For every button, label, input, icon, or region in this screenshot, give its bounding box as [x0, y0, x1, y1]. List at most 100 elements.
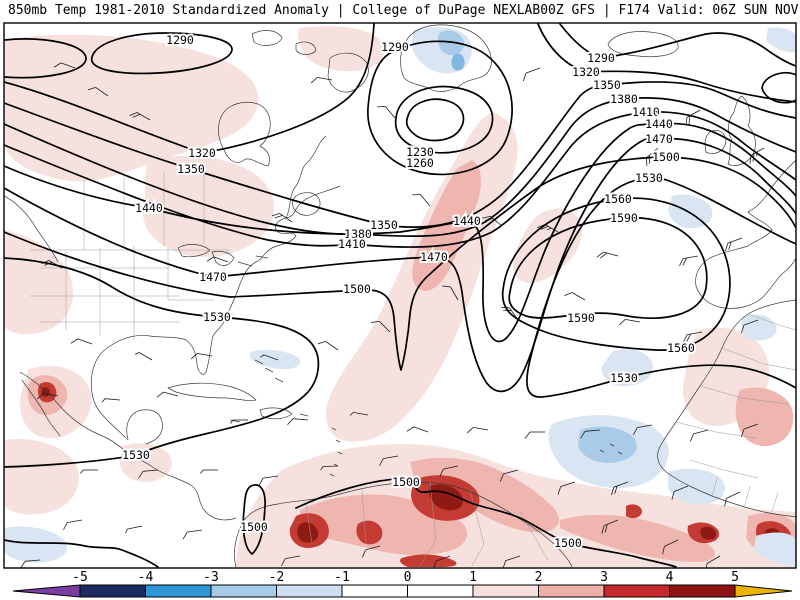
contour-label: 1500 — [554, 536, 582, 550]
colorbar-segment — [407, 584, 474, 598]
height-contour-1320 — [537, 23, 796, 103]
height-contour-1350 — [4, 81, 796, 228]
contour-label: 1410 — [632, 105, 660, 119]
colorbar-segment — [538, 584, 605, 598]
height-contour-1470 — [4, 137, 796, 393]
wind-barb-icon — [260, 354, 279, 361]
contour-labels: 1290132013501440147013501380141015001440… — [120, 31, 697, 552]
product-title: 850mb Temp 1981-2010 Standardized Anomal… — [8, 3, 541, 18]
wind-barb-icon — [87, 87, 109, 97]
title-bar: 850mb Temp 1981-2010 Standardized Anomal… — [0, 0, 800, 22]
colorbar-left-arrow — [12, 584, 81, 598]
wind-barb-icon — [618, 319, 641, 326]
height-contour-1380 — [4, 97, 796, 238]
contour-label: 1290 — [166, 33, 194, 47]
colorbar-tick: 4 — [666, 570, 674, 585]
wind-barb-icon — [134, 352, 153, 361]
height-contour-1320 — [4, 38, 87, 79]
colorbar-tick: 5 — [731, 570, 739, 585]
contour-label: 1290 — [381, 40, 409, 54]
wind-barb-icon — [182, 529, 203, 540]
height-contour-1530 — [4, 257, 320, 468]
colorbar-segment — [276, 584, 343, 598]
wind-barb-icon — [741, 423, 759, 438]
colorbar-tick: 0 — [404, 570, 412, 585]
contour-label: 1470 — [420, 250, 448, 264]
wind-barb-icon — [662, 539, 679, 555]
contour-label: 1440 — [645, 117, 673, 131]
wind-barb-icon — [258, 475, 279, 486]
height-contour-1500 — [295, 477, 677, 568]
contour-label: 1530 — [610, 371, 638, 385]
wind-barb-icon — [281, 555, 301, 567]
wind-barb-icon — [601, 519, 619, 534]
contour-label: 1530 — [203, 310, 231, 324]
colorbar: -5 -4 -3 -2 -1 0 1 2 3 4 5 — [12, 570, 793, 598]
wind-barb-icon — [724, 491, 741, 507]
wind-barb-icon — [53, 62, 76, 69]
wind-barb-icon — [377, 106, 396, 119]
map-layers: 1290132013501440147013501380141015001440… — [4, 23, 796, 568]
wind-barb-icon — [361, 545, 381, 558]
height-contour-1440 — [4, 122, 796, 343]
model-run-info: 00Z GFS | F174 Valid: 06Z SUN NOV 23 202… — [540, 3, 799, 18]
wind-barb-icon — [633, 424, 653, 436]
height-contour-1500 — [4, 156, 796, 371]
contour-label: 1590 — [610, 211, 638, 225]
colorbar-right-arrow — [734, 584, 793, 598]
contour-label: 1290 — [587, 51, 615, 65]
contour-label: 1350 — [177, 162, 205, 176]
wind-barb-icon — [271, 213, 293, 223]
contour-label: 1560 — [604, 192, 632, 206]
wind-barb-icon — [63, 519, 83, 531]
contour-label: 1530 — [635, 171, 663, 185]
wind-barb-icon — [156, 391, 179, 398]
contour-label: 1500 — [240, 520, 268, 534]
contour-label: 1530 — [122, 448, 150, 462]
wind-barb-icon — [646, 147, 659, 166]
wind-barb-icon — [349, 412, 369, 416]
wind-barb-icon — [125, 525, 143, 534]
wind-barbs — [20, 62, 765, 568]
wind-barb-icon — [101, 398, 121, 403]
colorbar-segment — [210, 584, 277, 598]
wind-barb-icon — [412, 194, 431, 207]
colorbar-tick-labels: -5 -4 -3 -2 -1 0 1 2 3 4 5 — [72, 570, 739, 585]
contour-label: 1230 — [406, 145, 434, 159]
wind-barb-icon — [230, 419, 248, 424]
wind-barb-icon — [317, 341, 339, 351]
wind-barb-icon — [439, 465, 459, 477]
contour-label: 1350 — [370, 218, 398, 232]
colorbar-tick: -4 — [138, 570, 154, 585]
wind-barb-icon — [671, 485, 689, 500]
height-contour-0 — [761, 71, 796, 104]
colorbar-tick: -2 — [269, 570, 285, 585]
wind-barb-icon — [466, 427, 489, 434]
wind-barb-icon — [564, 292, 586, 301]
wind-barb-icon — [741, 319, 759, 334]
wind-barb-icon — [36, 393, 59, 400]
height-contour-1410 — [4, 110, 796, 248]
contour-label: 1410 — [338, 237, 366, 251]
map-frame — [3, 22, 797, 569]
wind-barb-icon — [596, 251, 619, 259]
wind-barb-icon — [200, 469, 218, 474]
contour-label: 1320 — [188, 146, 216, 160]
height-contour-1500 — [242, 484, 266, 555]
contour-label: 1470 — [645, 132, 673, 146]
contour-label: 1500 — [343, 282, 371, 296]
wind-barb-icon — [20, 559, 41, 568]
height-contour-1530 — [526, 177, 796, 398]
contour-label: 1380 — [610, 92, 638, 106]
wind-barb-icon — [287, 418, 309, 426]
wind-barb-icon — [320, 465, 339, 471]
state-borders — [30, 170, 796, 567]
colorbar-segment — [669, 584, 736, 598]
wind-barb-icon — [580, 429, 601, 439]
contour-label: 1350 — [593, 78, 621, 92]
contour-label: 1500 — [392, 475, 420, 489]
height-contour-0 — [4, 539, 159, 568]
contour-label: 1440 — [453, 214, 481, 228]
colorbar-segment — [472, 584, 539, 598]
